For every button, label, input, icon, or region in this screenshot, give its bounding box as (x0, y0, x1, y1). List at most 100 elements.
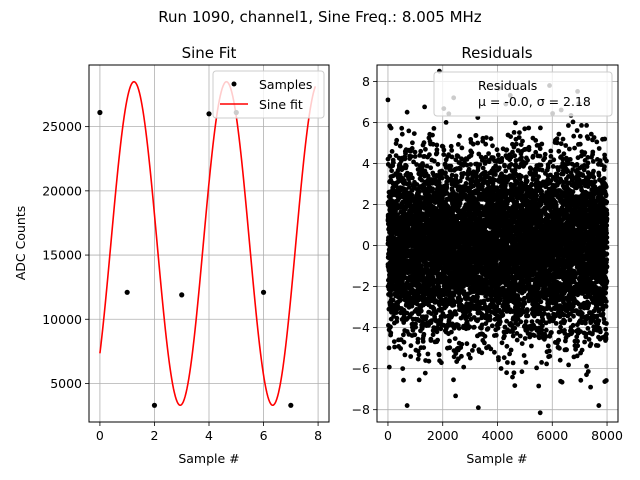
sine-fit-ytick-label: 15000 (42, 248, 82, 263)
residual-point (407, 180, 412, 186)
residual-point (501, 355, 507, 361)
residual-point (386, 345, 392, 351)
legend-samples-marker-icon (231, 81, 237, 87)
residual-point (475, 140, 481, 146)
sine-fit-xlabel: Sample # (178, 451, 239, 466)
residual-point (439, 360, 444, 366)
residual-point (463, 181, 469, 186)
residual-point (389, 149, 395, 154)
sine-fit-xtick-label: 8 (314, 428, 322, 443)
residual-point (425, 351, 431, 357)
residual-point (510, 374, 515, 380)
residual-point (470, 348, 475, 353)
residual-point (390, 297, 396, 303)
residual-point (477, 162, 483, 168)
residual-point (412, 154, 418, 159)
residual-point (468, 162, 473, 167)
residual-point (493, 332, 499, 338)
residual-point (490, 143, 495, 149)
residual-point (441, 147, 447, 153)
residual-point (415, 336, 421, 342)
residual-point (452, 336, 458, 341)
residual-point (513, 120, 518, 126)
residual-point (398, 346, 403, 351)
residual-point (483, 135, 489, 141)
residual-point (518, 173, 524, 179)
sine-fit-xtick-label: 4 (205, 428, 213, 443)
residual-point (479, 350, 485, 356)
residual-point (420, 339, 426, 344)
residual-point (482, 340, 487, 346)
residual-point (458, 297, 464, 303)
residual-point (519, 369, 525, 375)
residual-point (415, 348, 421, 354)
sine-fit-xtick-label: 0 (96, 428, 104, 443)
residual-point (434, 329, 440, 335)
residual-point (409, 303, 415, 309)
residual-point (451, 377, 456, 383)
residual-point (510, 360, 516, 366)
residual-point (428, 338, 434, 343)
residual-point (421, 140, 427, 146)
residual-point (511, 130, 517, 135)
residual-point (424, 314, 429, 319)
residual-point (416, 352, 422, 358)
residual-point (387, 153, 393, 159)
residuals-data (385, 68, 610, 416)
residual-point (449, 148, 455, 153)
residual-point (417, 153, 423, 158)
residual-point (489, 323, 495, 329)
residual-point (520, 138, 525, 144)
residual-point (492, 349, 497, 355)
residual-point (504, 343, 510, 349)
residual-point (499, 156, 505, 161)
residual-point (512, 383, 518, 388)
residual-point (430, 132, 435, 138)
residual-point (494, 147, 500, 153)
residual-point (464, 341, 470, 347)
residual-point (502, 333, 507, 339)
residual-point (410, 327, 416, 333)
sample-point (288, 402, 294, 408)
residual-point (503, 168, 509, 174)
residual-point (426, 358, 432, 364)
residual-point (487, 316, 493, 322)
residual-point (408, 354, 414, 359)
residual-point (435, 161, 441, 167)
residual-point (412, 149, 418, 155)
residual-point (416, 377, 422, 383)
residual-point (413, 324, 418, 330)
residual-point (470, 141, 476, 147)
residual-point (391, 160, 396, 166)
residual-point (514, 337, 520, 343)
residual-point (428, 165, 434, 171)
residual-point (418, 308, 424, 314)
residual-point (439, 175, 445, 181)
residual-point (504, 147, 510, 153)
sample-point (179, 292, 185, 298)
residual-point (427, 152, 432, 158)
sine-fit-xtick-label: 6 (260, 428, 268, 443)
residual-point (417, 189, 423, 194)
residual-point (415, 356, 421, 362)
residual-point (508, 134, 513, 140)
residual-point (412, 332, 418, 338)
residual-point (473, 133, 479, 138)
residual-point (447, 345, 453, 351)
residual-point (492, 172, 498, 177)
residual-point (467, 355, 473, 361)
residual-point (443, 170, 448, 176)
residual-point (406, 128, 412, 134)
residual-point (434, 142, 440, 148)
residual-point (517, 333, 523, 339)
sine-fit-ytick-label: 25000 (42, 119, 82, 134)
residual-point (459, 353, 464, 359)
residual-point (388, 330, 394, 336)
residual-point (518, 319, 524, 325)
sine-fit-grid (89, 65, 329, 422)
residual-point (403, 151, 408, 156)
residual-point (401, 377, 406, 383)
residual-point (422, 104, 427, 110)
residual-point (434, 150, 440, 156)
residuals-title: Residuals (461, 44, 532, 62)
